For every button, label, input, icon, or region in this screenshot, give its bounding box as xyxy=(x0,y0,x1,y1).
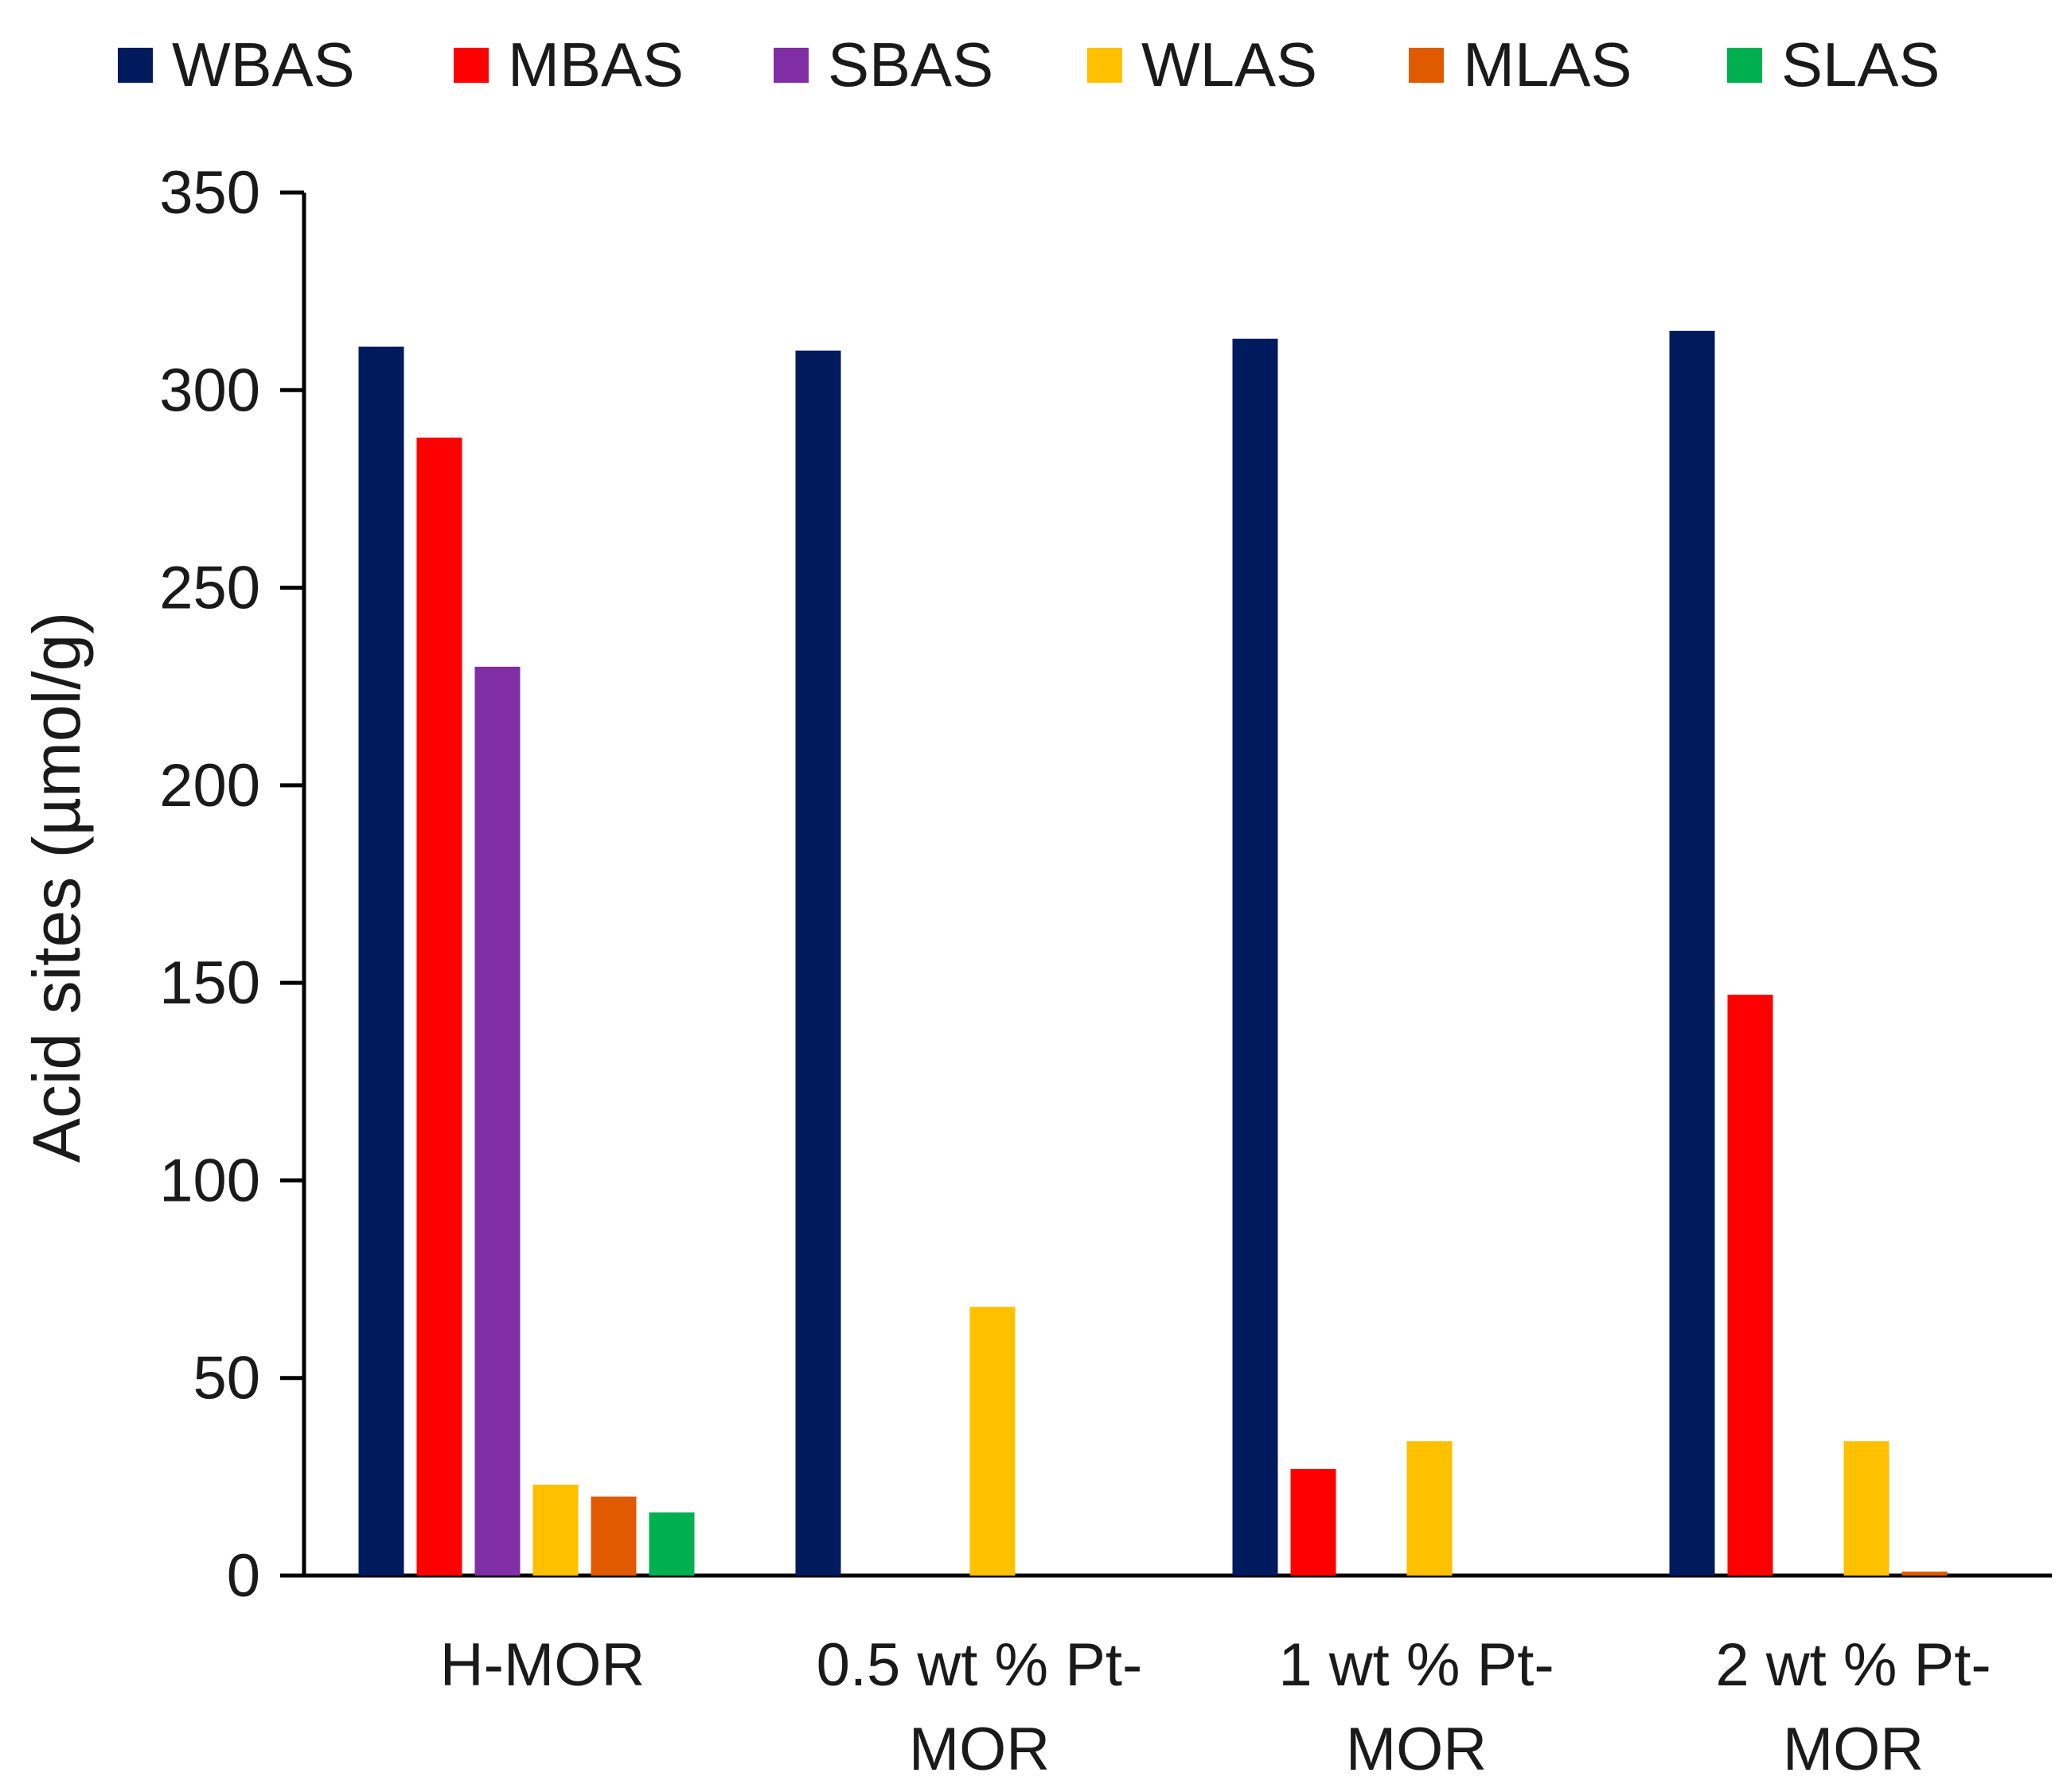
bar-wlas xyxy=(1406,1441,1453,1576)
y-tick-label: 0 xyxy=(227,1542,260,1610)
legend-swatch xyxy=(1727,48,1762,83)
bars xyxy=(358,330,1948,1576)
bar-wlas xyxy=(532,1484,579,1576)
y-tick-label: 350 xyxy=(159,159,260,227)
x-axis: H-MOR 0.5 wt % Pt-MOR 1 wt % Pt-MOR 2 wt % … xyxy=(304,1573,2052,1783)
legend-item-wbas: WBAS xyxy=(118,29,355,99)
bar-wbas xyxy=(358,346,404,1576)
legend-label: MLAS xyxy=(1463,29,1632,99)
bar-slas xyxy=(649,1512,695,1576)
bar-mlas xyxy=(591,1496,637,1576)
legend-label: SBAS xyxy=(828,29,993,99)
legend: WBAS MBAS SBAS WLAS MLAS SLAS xyxy=(118,29,1940,99)
legend-item-sbas: SBAS xyxy=(774,29,993,99)
y-tick-label: 100 xyxy=(159,1147,260,1214)
bar-mlas xyxy=(1901,1572,1948,1576)
bar-wlas xyxy=(1843,1441,1889,1576)
y-axis-title: Acid sites (µmol/g) xyxy=(19,612,94,1163)
legend-item-mlas: MLAS xyxy=(1409,29,1632,99)
bar-mbas xyxy=(416,437,462,1576)
legend-swatch xyxy=(1409,48,1444,83)
y-tick-label: 50 xyxy=(193,1345,260,1412)
y-tick-label: 300 xyxy=(159,356,260,424)
legend-item-mbas: MBAS xyxy=(454,29,684,99)
legend-label: SLAS xyxy=(1781,29,1940,99)
x-tick-label: 0.5 wt % Pt-MOR xyxy=(817,1631,1143,1783)
legend-item-slas: SLAS xyxy=(1727,29,1940,99)
legend-label: WLAS xyxy=(1141,29,1317,99)
y-tick-label: 200 xyxy=(159,752,260,820)
bar-wbas xyxy=(795,350,841,1576)
bar-mbas xyxy=(1727,995,1773,1576)
bar-wbas xyxy=(1669,330,1715,1576)
bar-wlas xyxy=(969,1307,1016,1576)
legend-label: MBAS xyxy=(508,29,684,99)
legend-item-wlas: WLAS xyxy=(1087,29,1317,99)
x-tick-label: 2 wt % Pt-MOR xyxy=(1715,1631,1991,1783)
x-tick-label: 1 wt % Pt-MOR xyxy=(1278,1631,1554,1783)
legend-swatch xyxy=(454,48,489,83)
bar-sbas xyxy=(474,666,521,1576)
y-tick-label: 250 xyxy=(159,555,260,622)
legend-label: WBAS xyxy=(172,29,355,99)
x-tick-label: H-MOR xyxy=(440,1631,645,1699)
legend-swatch xyxy=(118,48,153,83)
bar-mbas xyxy=(1290,1468,1336,1576)
legend-swatch xyxy=(774,48,809,83)
legend-swatch xyxy=(1087,48,1122,83)
y-axis: 0 50 100 150 200 250 300 350 xyxy=(159,159,306,1610)
bar-wbas xyxy=(1232,338,1278,1576)
y-tick-label: 150 xyxy=(159,949,260,1017)
